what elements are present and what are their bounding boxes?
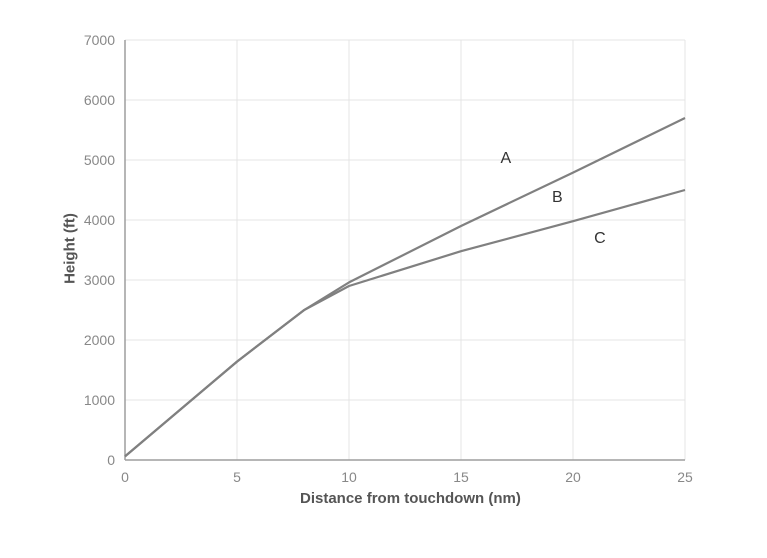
x-tick-label: 20 — [565, 469, 581, 485]
y-tick-label: 2000 — [84, 332, 115, 348]
y-tick-label: 4000 — [84, 212, 115, 228]
y-tick-label: 0 — [107, 452, 115, 468]
y-axis-label: Height (ft) — [62, 189, 79, 309]
x-axis-label: Distance from touchdown (nm) — [300, 490, 521, 507]
annotation-c: C — [594, 230, 606, 247]
chart-bg — [0, 0, 767, 558]
x-tick-label: 5 — [233, 469, 241, 485]
x-tick-label: 0 — [121, 469, 129, 485]
y-tick-label: 7000 — [84, 32, 115, 48]
x-tick-label: 25 — [677, 469, 693, 485]
x-tick-label: 15 — [453, 469, 469, 485]
line-chart: 0 1000 2000 3000 4000 5000 6000 7000 0 5 10 15 20 25 A… — [0, 0, 767, 558]
y-tick-label: 6000 — [84, 92, 115, 108]
annotation-b: B — [552, 189, 563, 206]
y-tick-label: 5000 — [84, 152, 115, 168]
y-tick-label: 3000 — [84, 272, 115, 288]
x-tick-label: 10 — [341, 469, 357, 485]
chart-container: Height (ft) Distance from touchdown (nm)… — [0, 0, 767, 558]
annotation-a: A — [500, 150, 511, 167]
y-tick-label: 1000 — [84, 392, 115, 408]
